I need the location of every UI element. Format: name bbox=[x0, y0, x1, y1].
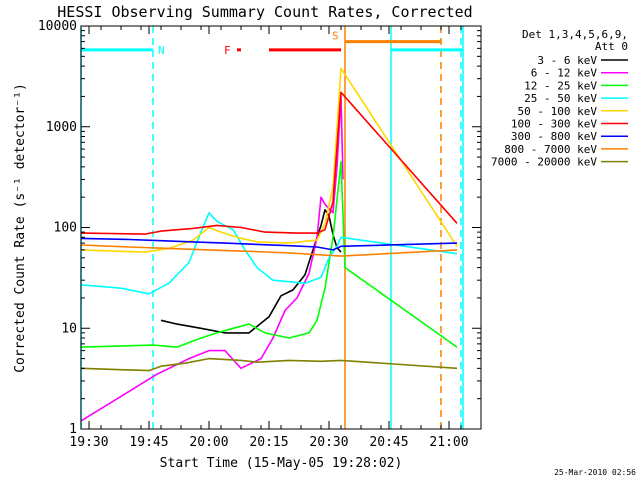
plot-frame bbox=[80, 25, 482, 430]
x-axis-label: Start Time (15-May-05 19:28:02) bbox=[160, 456, 403, 471]
x-tick-label: 19:45 bbox=[129, 435, 168, 450]
flare-label: F bbox=[224, 44, 231, 57]
legend-entry-label: 7000 - 20000 keV bbox=[491, 156, 597, 169]
legend-entry-label: 300 - 800 keV bbox=[511, 130, 597, 143]
x-tick-label: 20:00 bbox=[189, 435, 228, 450]
series-line bbox=[81, 91, 458, 235]
y-axis-label: Corrected Count Rate (s⁻¹ detector⁻¹) bbox=[13, 83, 28, 373]
chart-title: HESSI Observing Summary Count Rates, Cor… bbox=[57, 3, 472, 21]
series-line bbox=[81, 244, 458, 257]
legend-entry-label: 6 - 12 keV bbox=[531, 67, 598, 80]
legend-header-att: Att 0 bbox=[595, 40, 628, 53]
y-tick-label: 10000 bbox=[38, 19, 77, 34]
x-tick-label: 20:15 bbox=[249, 435, 288, 450]
y-tick-label: 10 bbox=[61, 321, 77, 336]
legend-header-det: Det 1,3,4,5,6,9, bbox=[522, 28, 628, 41]
x-tick-label: 19:30 bbox=[69, 435, 108, 450]
saa-label: S bbox=[332, 30, 339, 43]
night-label: N bbox=[158, 44, 165, 57]
legend-entry-label: 12 - 25 keV bbox=[524, 79, 597, 92]
legend-entry-label: 50 - 100 keV bbox=[518, 105, 598, 118]
x-tick-label: 20:30 bbox=[309, 435, 348, 450]
x-tick-label: 20:45 bbox=[369, 435, 408, 450]
x-tick-label: 21:00 bbox=[429, 435, 468, 450]
series-line bbox=[81, 67, 458, 253]
legend-entry-label: 3 - 6 keV bbox=[537, 54, 597, 67]
series-line bbox=[81, 95, 344, 422]
markers-layer: N S F bbox=[80, 26, 464, 429]
axes-layer: 19:30 19:45 20:00 20:15 20:30 20:45 21:00 1 10 10… bbox=[38, 19, 482, 450]
y-tick-label: 1 bbox=[69, 422, 77, 437]
series-line bbox=[81, 237, 458, 251]
series-line bbox=[81, 357, 458, 372]
timestamp: 25-Mar-2010 02:56 bbox=[554, 468, 636, 477]
series-layer bbox=[81, 67, 458, 422]
legend-entry-label: 800 - 7000 keV bbox=[504, 143, 597, 156]
legend-entry-label: 100 - 300 keV bbox=[511, 118, 597, 131]
y-tick-label: 100 bbox=[54, 221, 77, 236]
legend-entry-label: 25 - 50 keV bbox=[524, 92, 597, 105]
y-tick-label: 1000 bbox=[46, 120, 77, 135]
series-line bbox=[81, 160, 458, 348]
